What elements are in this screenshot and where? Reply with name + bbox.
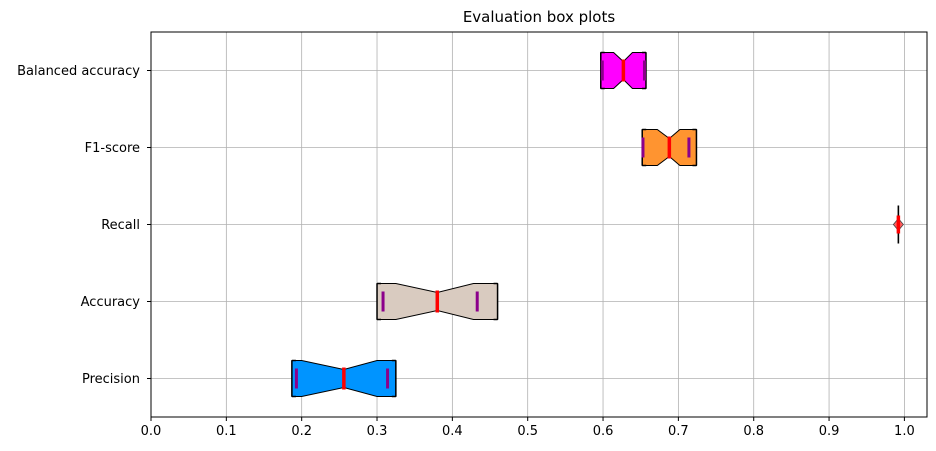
y-tick-label: F1-score: [85, 141, 140, 156]
x-tick-label: 0.1: [216, 424, 237, 439]
box-recall: [892, 205, 904, 244]
box-accuracy: [376, 282, 499, 321]
box-series: [291, 51, 904, 398]
x-tick-label: 0.6: [593, 424, 614, 439]
x-tick-label: 0.7: [668, 424, 689, 439]
x-axis-ticks: 0.0 0.1 0.2 0.3 0.4 0.5 0.6 0.7 0.8 0.9 1.0: [141, 417, 915, 439]
plot-area-frame: [150, 31, 928, 418]
x-tick-label: 0.0: [141, 424, 162, 439]
y-tick-label: Precision: [82, 372, 140, 387]
box-f1-score: [641, 128, 698, 167]
box-balanced-accuracy: [600, 51, 647, 90]
x-tick-label: 1.0: [894, 424, 915, 439]
x-tick-label: 0.4: [442, 424, 463, 439]
chart-title: Evaluation box plots: [463, 8, 616, 26]
y-tick-label: Balanced accuracy: [17, 64, 140, 79]
box-precision: [291, 359, 397, 398]
y-axis-ticks: Balanced accuracy F1-score Recall Accuracy P…: [17, 64, 151, 387]
x-tick-label: 0.3: [367, 424, 388, 439]
x-tick-label: 0.9: [819, 424, 840, 439]
grid-lines: [150, 32, 927, 417]
x-tick-label: 0.8: [743, 424, 764, 439]
x-tick-label: 0.2: [291, 424, 312, 439]
x-tick-label: 0.5: [517, 424, 538, 439]
y-tick-label: Recall: [101, 218, 140, 233]
y-tick-label: Accuracy: [81, 295, 141, 310]
